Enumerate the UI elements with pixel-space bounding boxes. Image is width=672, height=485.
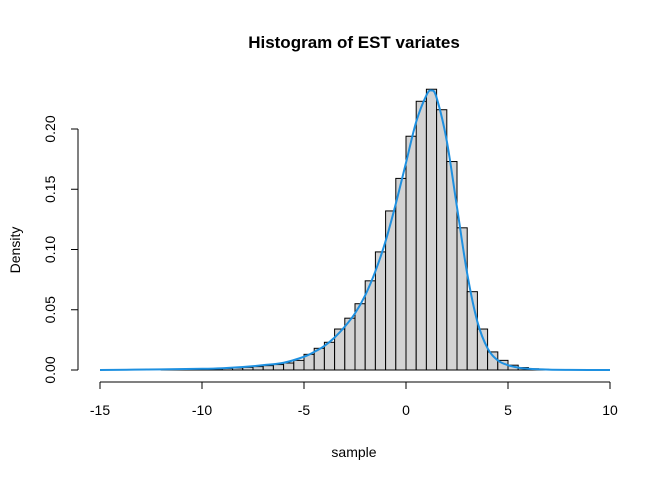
histogram-bar [457, 228, 467, 370]
x-axis: -15 -10 -5 0 5 10 [90, 382, 618, 418]
histogram-bar [416, 101, 426, 370]
x-tick-label: -10 [192, 402, 212, 418]
histogram-bar [426, 89, 436, 370]
y-tick-label: 0.20 [42, 115, 58, 142]
histogram-bar [294, 360, 304, 370]
histogram-bar [355, 304, 365, 370]
bars-group [161, 89, 549, 370]
x-tick-label: -5 [298, 402, 311, 418]
x-tick-label: 0 [402, 402, 410, 418]
y-tick-label: 0.00 [42, 356, 58, 383]
x-tick-label: -15 [90, 402, 110, 418]
x-tick-label: 5 [504, 402, 512, 418]
histogram-bar [406, 136, 416, 370]
y-tick-label: 0.15 [42, 175, 58, 202]
histogram-bar [396, 178, 406, 370]
histogram-bar [324, 342, 334, 370]
x-tick-label: 10 [602, 402, 618, 418]
histogram-bar [437, 110, 447, 370]
y-axis-label: Density [7, 227, 23, 274]
histogram-bar [253, 367, 263, 370]
histogram-bar [263, 366, 273, 370]
histogram-bar [273, 365, 283, 370]
histogram-bar [284, 363, 294, 370]
y-axis: 0.00 0.05 0.10 0.15 0.20 [42, 115, 78, 383]
y-tick-label: 0.10 [42, 236, 58, 263]
chart-title: Histogram of EST variates [248, 33, 460, 52]
y-tick-label: 0.05 [42, 296, 58, 323]
x-axis-label: sample [331, 444, 376, 460]
